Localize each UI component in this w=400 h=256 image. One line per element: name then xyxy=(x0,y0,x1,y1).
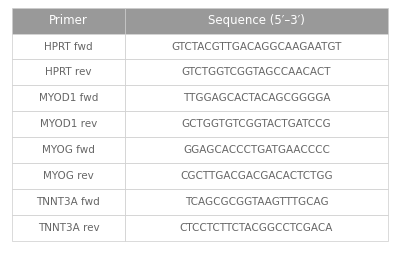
Text: GTCTACGTTGACAGGCAAGAATGT: GTCTACGTTGACAGGCAAGAATGT xyxy=(171,41,342,51)
Bar xyxy=(125,8,388,34)
Text: CTCCTCTTCTACGGCCTCGACA: CTCCTCTTCTACGGCCTCGACA xyxy=(180,223,333,233)
Bar xyxy=(12,34,125,59)
Bar xyxy=(125,59,388,85)
Bar xyxy=(125,215,388,241)
Bar xyxy=(12,85,125,111)
Text: GCTGGTGTCGGTACTGATCCG: GCTGGTGTCGGTACTGATCCG xyxy=(182,119,331,129)
Text: HPRT rev: HPRT rev xyxy=(45,67,92,77)
Bar xyxy=(12,111,125,137)
Bar xyxy=(125,189,388,215)
Text: TNNT3A rev: TNNT3A rev xyxy=(38,223,99,233)
Text: GGAGCACCCTGATGAACCCC: GGAGCACCCTGATGAACCCC xyxy=(183,145,330,155)
Bar xyxy=(125,34,388,59)
Bar xyxy=(12,163,125,189)
Bar xyxy=(12,59,125,85)
Text: MYOG fwd: MYOG fwd xyxy=(42,145,95,155)
Text: GTCTGGTCGGTAGCCAACACT: GTCTGGTCGGTAGCCAACACT xyxy=(182,67,331,77)
Text: TTGGAGCACTACAGCGGGGA: TTGGAGCACTACAGCGGGGA xyxy=(183,93,330,103)
Bar xyxy=(12,215,125,241)
Text: HPRT fwd: HPRT fwd xyxy=(44,41,93,51)
Text: MYOD1 fwd: MYOD1 fwd xyxy=(39,93,98,103)
Text: MYOD1 rev: MYOD1 rev xyxy=(40,119,97,129)
Bar xyxy=(125,85,388,111)
Bar xyxy=(12,8,125,34)
Text: Sequence (5′–3′): Sequence (5′–3′) xyxy=(208,14,305,27)
Bar xyxy=(125,137,388,163)
Text: TNNT3A fwd: TNNT3A fwd xyxy=(36,197,100,207)
Bar xyxy=(12,137,125,163)
Bar xyxy=(12,189,125,215)
Text: CGCTTGACGACGACACTCTGG: CGCTTGACGACGACACTCTGG xyxy=(180,171,333,181)
Text: TCAGCGCGGTAAGTTTGCAG: TCAGCGCGGTAAGTTTGCAG xyxy=(184,197,328,207)
Text: MYOG rev: MYOG rev xyxy=(43,171,94,181)
Text: Primer: Primer xyxy=(49,14,88,27)
Bar xyxy=(125,111,388,137)
Bar xyxy=(125,163,388,189)
